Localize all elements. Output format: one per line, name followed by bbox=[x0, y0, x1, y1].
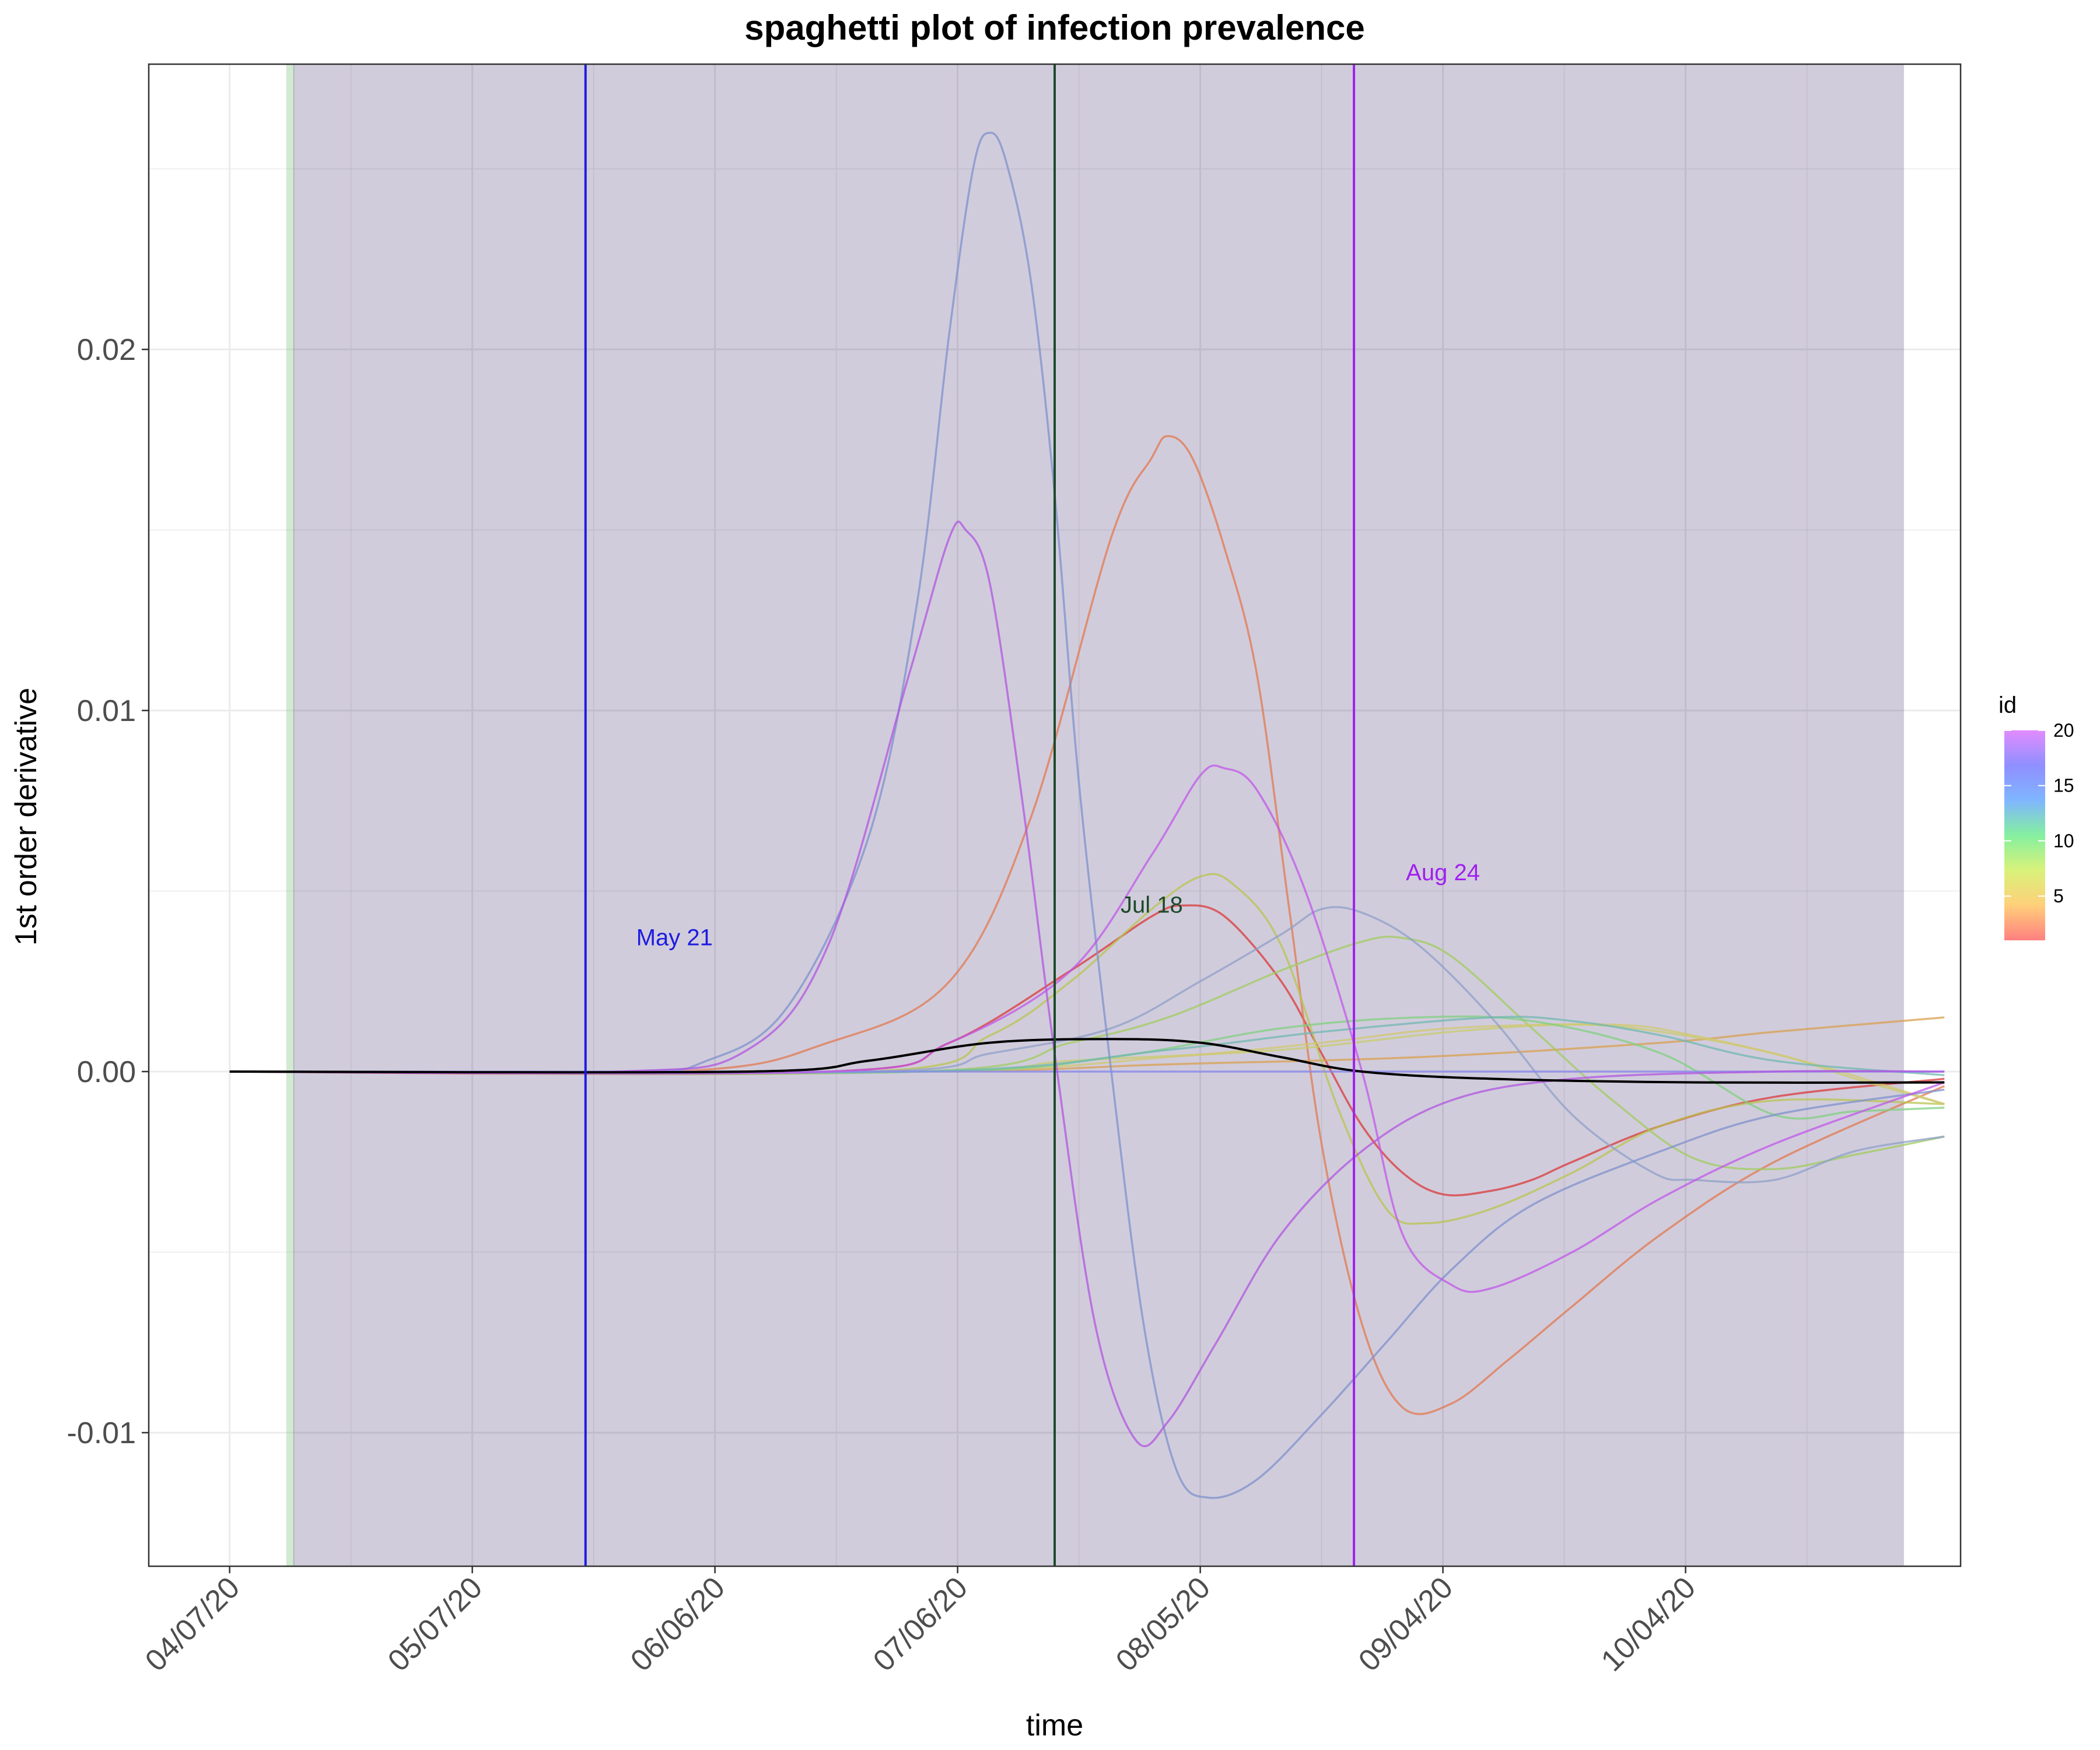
legend-title: id bbox=[1999, 692, 2017, 718]
legend-tick-label: 15 bbox=[2053, 775, 2074, 796]
legend-tick-label: 20 bbox=[2053, 720, 2074, 741]
y-tick-label: 0.01 bbox=[77, 694, 136, 728]
y-axis-label: 1st order derivative bbox=[9, 688, 43, 946]
x-axis-label: time bbox=[1026, 1709, 1083, 1742]
vline-label: Aug 24 bbox=[1406, 860, 1480, 886]
series-line-15 bbox=[229, 131, 1945, 1499]
vline-label: Jul 18 bbox=[1121, 892, 1183, 918]
legend-ticks: 20 15 10 5 bbox=[2004, 720, 2074, 907]
plot-panel-border bbox=[148, 63, 1962, 1567]
green-strip bbox=[286, 64, 295, 1566]
series-line-3 bbox=[229, 435, 1945, 1415]
shaded-region bbox=[293, 64, 1904, 1566]
series-layer bbox=[229, 131, 1945, 1499]
legend-tick-label: 10 bbox=[2053, 830, 2074, 851]
vline-label: May 21 bbox=[636, 925, 713, 950]
chart-title: spaghetti plot of infection prevalence bbox=[744, 8, 1364, 47]
legend-colorbar bbox=[2004, 730, 2045, 940]
shade-layer bbox=[286, 64, 1904, 1566]
series-line-mean bbox=[229, 1038, 1945, 1084]
legend-tick-label: 5 bbox=[2053, 886, 2064, 907]
vline-layer: May 21 Jul 18 Aug 24 bbox=[584, 64, 1480, 1566]
series-line-20 bbox=[229, 764, 1945, 1293]
series-line-5 bbox=[229, 873, 1945, 1225]
y-tick-label: 0.02 bbox=[77, 333, 136, 367]
color-legend: id 20 15 10 5 bbox=[1999, 692, 2074, 940]
y-tick-label: 0.00 bbox=[77, 1055, 136, 1089]
y-tick-label: -0.01 bbox=[66, 1416, 136, 1450]
series-line-14 bbox=[229, 906, 1945, 1184]
